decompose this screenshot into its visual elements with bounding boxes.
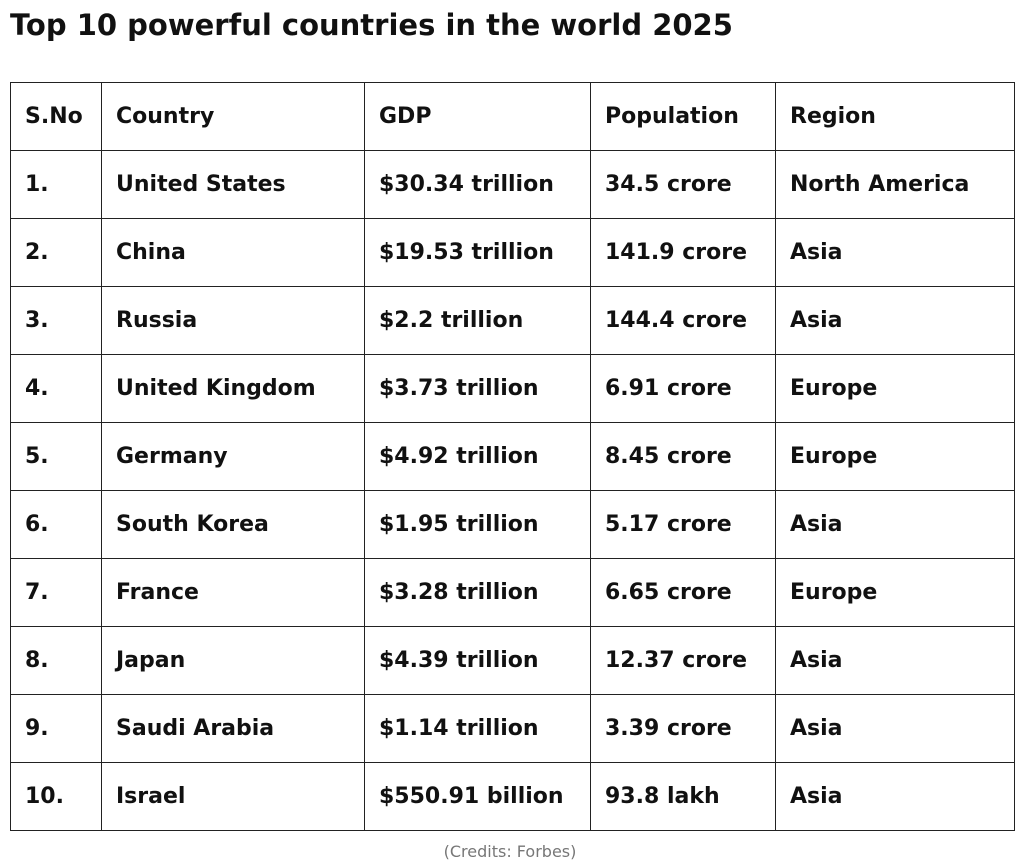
cell-sno: 9. xyxy=(10,694,102,763)
cell-region: Asia xyxy=(775,490,1015,559)
cell-gdp: $4.39 trillion xyxy=(364,626,591,695)
table-row: 4. United Kingdom $3.73 trillion 6.91 cr… xyxy=(10,354,1015,423)
cell-sno: 3. xyxy=(10,286,102,355)
cell-country: Japan xyxy=(101,626,365,695)
table-body: 1. United States $30.34 trillion 34.5 cr… xyxy=(10,150,1015,831)
cell-region: Asia xyxy=(775,626,1015,695)
credits-caption: (Credits: Forbes) xyxy=(443,842,577,861)
cell-gdp: $2.2 trillion xyxy=(364,286,591,355)
cell-sno: 6. xyxy=(10,490,102,559)
cell-country: Russia xyxy=(101,286,365,355)
table-row: 10. Israel $550.91 billion 93.8 lakh Asi… xyxy=(10,762,1015,831)
cell-sno: 8. xyxy=(10,626,102,695)
cell-population: 8.45 crore xyxy=(590,422,776,491)
cell-region: Asia xyxy=(775,694,1015,763)
cell-sno: 7. xyxy=(10,558,102,627)
table-row: 2. China $19.53 trillion 141.9 crore Asi… xyxy=(10,218,1015,287)
cell-country: Saudi Arabia xyxy=(101,694,365,763)
table-row: 9. Saudi Arabia $1.14 trillion 3.39 cror… xyxy=(10,694,1015,763)
table-row: 1. United States $30.34 trillion 34.5 cr… xyxy=(10,150,1015,219)
cell-region: North America xyxy=(775,150,1015,219)
table-header: S.No Country GDP Population Region xyxy=(10,82,1015,151)
cell-country: South Korea xyxy=(101,490,365,559)
header-gdp: GDP xyxy=(364,82,591,151)
table-row: 7. France $3.28 trillion 6.65 crore Euro… xyxy=(10,558,1015,627)
cell-country: Germany xyxy=(101,422,365,491)
table-row: 6. South Korea $1.95 trillion 5.17 crore… xyxy=(10,490,1015,559)
cell-gdp: $1.14 trillion xyxy=(364,694,591,763)
cell-population: 93.8 lakh xyxy=(590,762,776,831)
cell-region: Europe xyxy=(775,558,1015,627)
page-title: Top 10 powerful countries in the world 2… xyxy=(10,8,733,42)
cell-country: Israel xyxy=(101,762,365,831)
cell-sno: 2. xyxy=(10,218,102,287)
cell-gdp: $30.34 trillion xyxy=(364,150,591,219)
cell-sno: 10. xyxy=(10,762,102,831)
header-region: Region xyxy=(775,82,1015,151)
header-population: Population xyxy=(590,82,776,151)
cell-region: Asia xyxy=(775,762,1015,831)
cell-population: 6.91 crore xyxy=(590,354,776,423)
cell-population: 34.5 crore xyxy=(590,150,776,219)
cell-gdp: $3.28 trillion xyxy=(364,558,591,627)
cell-region: Europe xyxy=(775,354,1015,423)
cell-population: 12.37 crore xyxy=(590,626,776,695)
cell-sno: 5. xyxy=(10,422,102,491)
cell-population: 144.4 crore xyxy=(590,286,776,355)
cell-region: Europe xyxy=(775,422,1015,491)
cell-gdp: $4.92 trillion xyxy=(364,422,591,491)
cell-country: United States xyxy=(101,150,365,219)
table-row: 8. Japan $4.39 trillion 12.37 crore Asia xyxy=(10,626,1015,695)
countries-table: S.No Country GDP Population Region 1. Un… xyxy=(10,82,1015,831)
cell-population: 141.9 crore xyxy=(590,218,776,287)
header-country: Country xyxy=(101,82,365,151)
table-row: 3. Russia $2.2 trillion 144.4 crore Asia xyxy=(10,286,1015,355)
cell-gdp: $19.53 trillion xyxy=(364,218,591,287)
cell-region: Asia xyxy=(775,218,1015,287)
table-header-row: S.No Country GDP Population Region xyxy=(10,82,1015,151)
cell-gdp: $3.73 trillion xyxy=(364,354,591,423)
cell-population: 6.65 crore xyxy=(590,558,776,627)
cell-sno: 4. xyxy=(10,354,102,423)
cell-country: China xyxy=(101,218,365,287)
cell-sno: 1. xyxy=(10,150,102,219)
header-sno: S.No xyxy=(10,82,102,151)
cell-country: France xyxy=(101,558,365,627)
cell-country: United Kingdom xyxy=(101,354,365,423)
cell-region: Asia xyxy=(775,286,1015,355)
table-row: 5. Germany $4.92 trillion 8.45 crore Eur… xyxy=(10,422,1015,491)
cell-population: 5.17 crore xyxy=(590,490,776,559)
cell-gdp: $550.91 billion xyxy=(364,762,591,831)
cell-gdp: $1.95 trillion xyxy=(364,490,591,559)
cell-population: 3.39 crore xyxy=(590,694,776,763)
